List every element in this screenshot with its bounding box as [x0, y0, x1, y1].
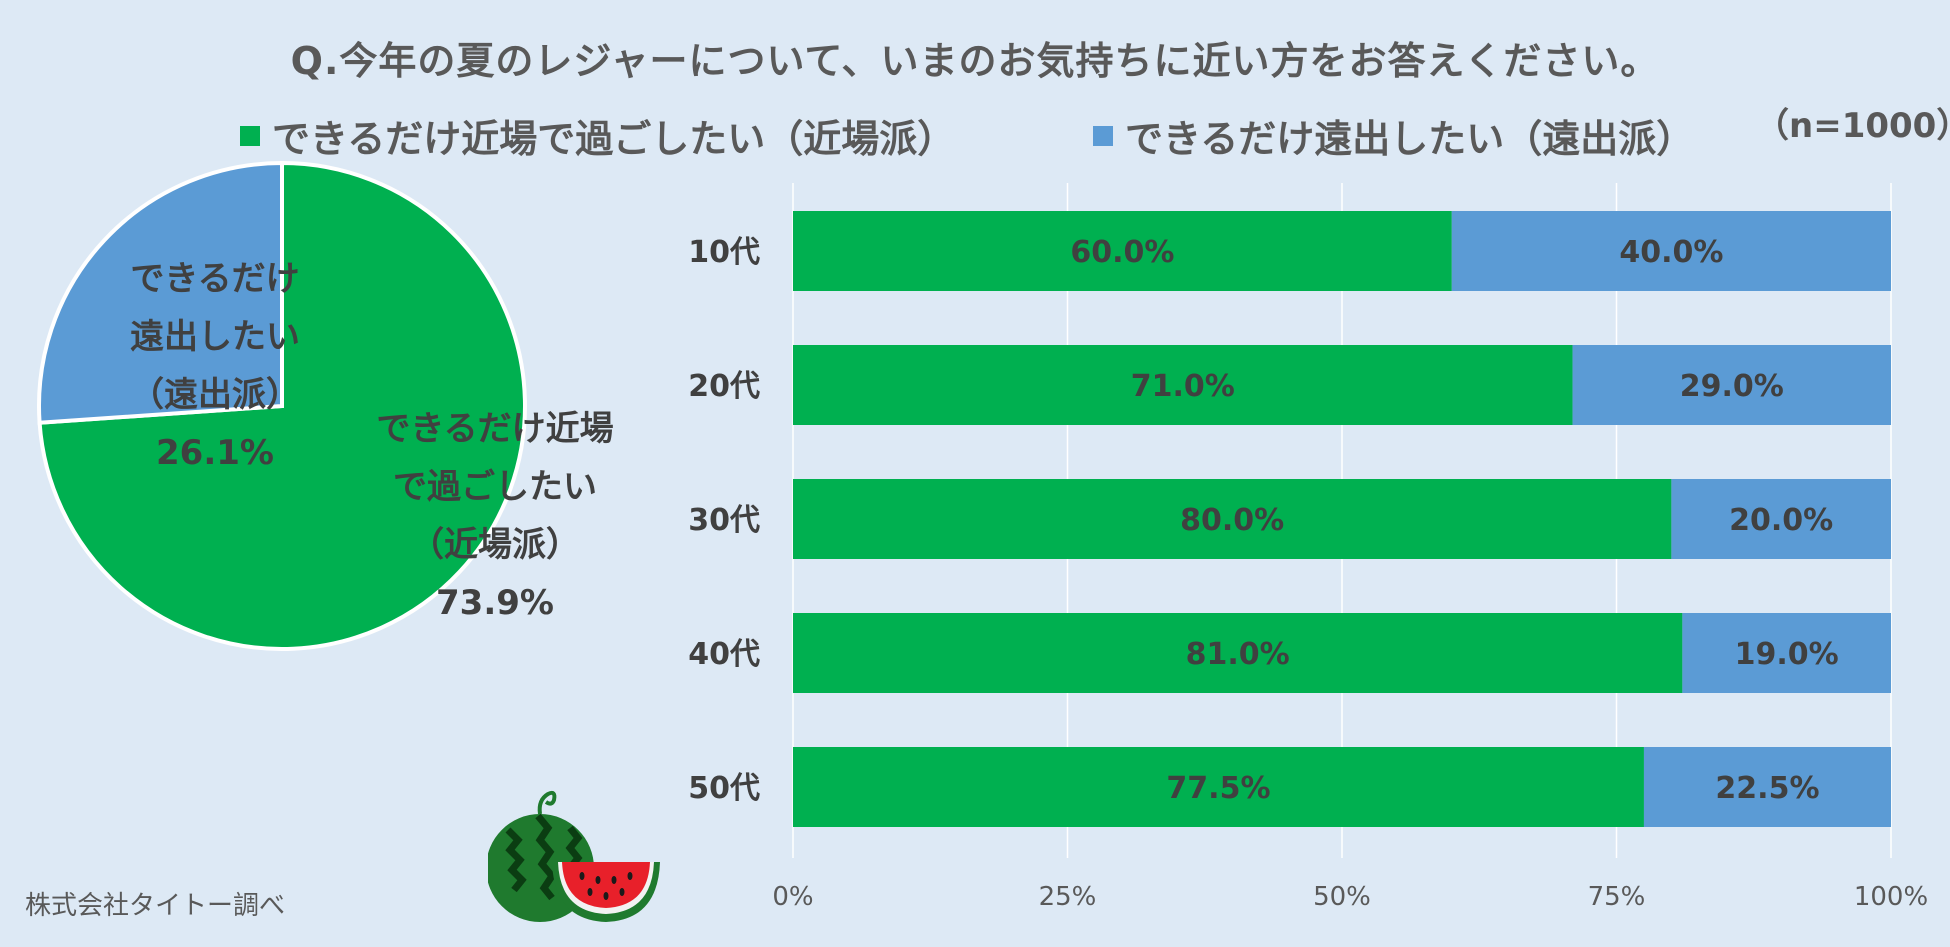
chart-title: Q.今年の夏のレジャーについて、いまのお気持ちに近い方をお答えください。	[290, 39, 1660, 83]
bar-0-1	[1451, 211, 1891, 291]
pie-label-far-value: 26.1%	[156, 433, 274, 473]
bar-0-0	[793, 211, 1452, 291]
legend-item-far: できるだけ遠出したい（遠出派）	[1093, 108, 1694, 163]
category-label-4: 50代	[688, 771, 760, 806]
bar-label-3-0: 81.0%	[1186, 637, 1290, 672]
sample-size: （n=1000）	[1755, 106, 1950, 146]
pie-label-near-value: 73.9%	[436, 583, 554, 623]
bar-4-0	[793, 747, 1644, 827]
x-tick-label-0: 0%	[772, 882, 813, 912]
legend-item-near: できるだけ近場で過ごしたい（近場派）	[240, 108, 955, 163]
source-note: 株式会社タイトー調べ	[25, 891, 286, 921]
x-tick-label-2: 50%	[1313, 882, 1371, 912]
category-label-2: 30代	[688, 503, 760, 538]
category-label-1: 20代	[688, 369, 760, 404]
bar-label-2-0: 80.0%	[1180, 503, 1284, 538]
legend-swatch-near	[240, 126, 260, 146]
x-tick-label-3: 75%	[1588, 882, 1646, 912]
pie-label-far: できるだけ 遠出したい （遠出派） 26.1%	[95, 250, 335, 482]
x-tick-label-1: 25%	[1039, 882, 1097, 912]
x-tick-label-4: 100%	[1854, 882, 1928, 912]
pie-label-far-line3: （遠出派）	[130, 375, 300, 415]
bar-label-0-0: 60.0%	[1070, 235, 1174, 270]
pie-label-near: できるだけ近場 で過ごしたい （近場派） 73.9%	[360, 400, 630, 632]
watermelon-icon	[488, 790, 660, 922]
bar-4-1	[1643, 747, 1891, 827]
bar-label-1-1: 29.0%	[1680, 369, 1784, 404]
pie-label-near-line1: できるだけ近場	[376, 409, 614, 449]
bar-3-1	[1682, 613, 1891, 693]
pie-slice-1	[37, 160, 284, 425]
bar-1-1	[1572, 345, 1891, 425]
pie-label-far-line2: 遠出したい	[130, 317, 300, 357]
legend-swatch-far	[1093, 126, 1113, 146]
bar-3-0	[793, 613, 1683, 693]
bar-label-4-0: 77.5%	[1166, 771, 1270, 806]
bar-2-0	[793, 479, 1672, 559]
bar-label-2-1: 20.0%	[1729, 503, 1833, 538]
category-label-0: 10代	[688, 235, 760, 270]
pie-label-near-line3: （近場派）	[410, 525, 580, 565]
bar-2-1	[1671, 479, 1891, 559]
bar-label-4-1: 22.5%	[1715, 771, 1819, 806]
bar-1-0	[793, 345, 1573, 425]
pie-label-near-line2: で過ごしたい	[393, 467, 597, 507]
category-label-3: 40代	[688, 637, 760, 672]
pie-label-far-line1: できるだけ	[130, 259, 300, 299]
bar-label-3-1: 19.0%	[1735, 637, 1839, 672]
legend-label-far: できるだけ遠出したい（遠出派）	[1125, 117, 1695, 161]
bar-label-1-0: 71.0%	[1131, 369, 1235, 404]
legend-label-near: できるだけ近場で過ごしたい（近場派）	[272, 117, 956, 161]
bar-label-0-1: 40.0%	[1619, 235, 1723, 270]
